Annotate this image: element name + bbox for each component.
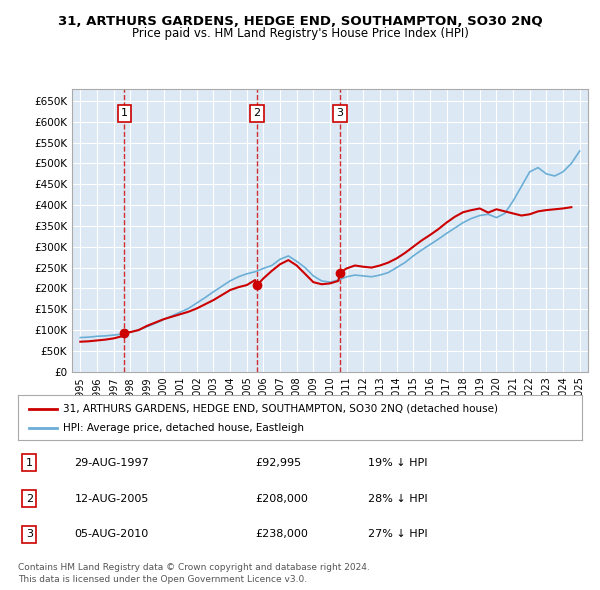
Text: £208,000: £208,000 bbox=[255, 494, 308, 503]
Text: 31, ARTHURS GARDENS, HEDGE END, SOUTHAMPTON, SO30 2NQ (detached house): 31, ARTHURS GARDENS, HEDGE END, SOUTHAMP… bbox=[63, 404, 498, 414]
Text: 1: 1 bbox=[121, 109, 128, 119]
Text: 2: 2 bbox=[254, 109, 260, 119]
Text: £238,000: £238,000 bbox=[255, 529, 308, 539]
Text: 28% ↓ HPI: 28% ↓ HPI bbox=[368, 494, 427, 503]
Text: 31, ARTHURS GARDENS, HEDGE END, SOUTHAMPTON, SO30 2NQ: 31, ARTHURS GARDENS, HEDGE END, SOUTHAMP… bbox=[58, 15, 542, 28]
Text: £92,995: £92,995 bbox=[255, 458, 301, 468]
Text: 19% ↓ HPI: 19% ↓ HPI bbox=[368, 458, 427, 468]
Text: 29-AUG-1997: 29-AUG-1997 bbox=[74, 458, 149, 468]
Text: Contains HM Land Registry data © Crown copyright and database right 2024.: Contains HM Land Registry data © Crown c… bbox=[18, 563, 370, 572]
Text: 1: 1 bbox=[26, 458, 33, 468]
Text: 2: 2 bbox=[26, 494, 33, 503]
Text: 3: 3 bbox=[337, 109, 343, 119]
Text: 3: 3 bbox=[26, 529, 33, 539]
Text: 05-AUG-2010: 05-AUG-2010 bbox=[74, 529, 149, 539]
Text: HPI: Average price, detached house, Eastleigh: HPI: Average price, detached house, East… bbox=[63, 424, 304, 434]
Text: 27% ↓ HPI: 27% ↓ HPI bbox=[368, 529, 427, 539]
Text: Price paid vs. HM Land Registry's House Price Index (HPI): Price paid vs. HM Land Registry's House … bbox=[131, 27, 469, 40]
Text: 12-AUG-2005: 12-AUG-2005 bbox=[74, 494, 149, 503]
Text: This data is licensed under the Open Government Licence v3.0.: This data is licensed under the Open Gov… bbox=[18, 575, 307, 584]
